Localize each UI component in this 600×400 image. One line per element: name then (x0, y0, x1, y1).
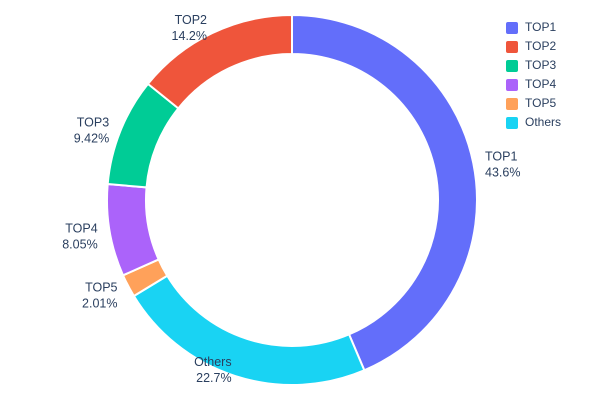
legend-swatch-icon (506, 59, 518, 72)
legend-item-top5[interactable]: TOP5 (506, 94, 561, 113)
legend-item-others[interactable]: Others (506, 113, 561, 132)
legend-item-top1[interactable]: TOP1 (506, 18, 561, 37)
legend-swatch-icon (506, 97, 518, 110)
legend-label: TOP1 (525, 20, 557, 34)
legend-label: TOP5 (525, 96, 557, 110)
legend-swatch-icon (506, 21, 518, 34)
slice-label-top5: TOP5 2.01% (82, 280, 118, 310)
legend-item-top3[interactable]: TOP3 (506, 56, 561, 75)
legend-swatch-icon (506, 40, 518, 53)
pie-slice-top4[interactable] (106, 182, 160, 277)
pie-slice-top2[interactable] (146, 13, 293, 110)
pie-slice-others[interactable] (132, 274, 366, 386)
slice-label-top4: TOP4 8.05% (62, 222, 98, 252)
legend-swatch-icon (506, 78, 518, 91)
chart-legend: TOP1 TOP2 TOP3 TOP4 TOP5 Others (506, 18, 561, 132)
legend-label: TOP2 (525, 39, 557, 53)
slice-label-top1: TOP1 43.6% (485, 150, 520, 180)
legend-item-top2[interactable]: TOP2 (506, 37, 561, 56)
slice-label-top2: TOP2 14.2% (172, 13, 208, 43)
slice-label-top3: TOP3 9.42% (74, 116, 110, 146)
legend-swatch-icon (506, 116, 518, 129)
legend-item-top4[interactable]: TOP4 (506, 75, 561, 94)
legend-label: TOP4 (525, 77, 557, 91)
legend-label: TOP3 (525, 58, 557, 72)
pie-slice-top1[interactable] (291, 13, 478, 372)
legend-label: Others (525, 115, 562, 129)
slice-label-others: Others 22.7% (194, 355, 232, 385)
